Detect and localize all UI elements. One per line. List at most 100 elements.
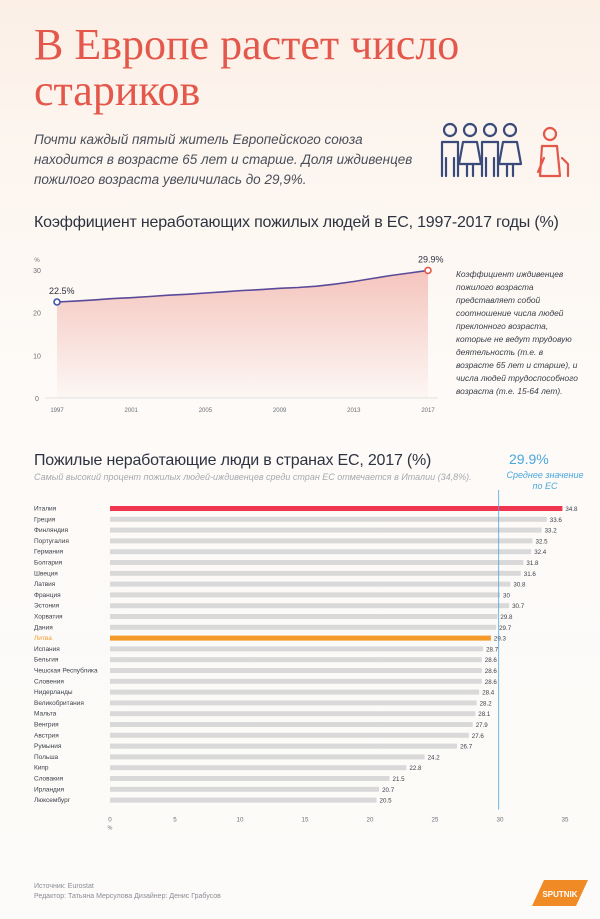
bar-category-label: Ирландия <box>34 786 64 793</box>
bar-value-label: 20.5 <box>380 798 393 805</box>
bar <box>110 700 477 706</box>
bar-category-label: Греция <box>34 516 56 523</box>
series-area <box>57 270 428 398</box>
series-line <box>56 269 429 303</box>
bar <box>110 635 491 641</box>
bar-category-label: Румыния <box>34 743 62 750</box>
bar <box>110 689 480 695</box>
bar <box>110 743 458 749</box>
bar-value-label: 26.7 <box>460 744 473 751</box>
bar-category-label: Бельгия <box>34 657 59 664</box>
x-axis-unit: % <box>108 826 113 832</box>
bar-category-label: Испания <box>34 646 60 653</box>
bar-chart-subtitle: Самый высокий процент пожилых людей-ижди… <box>34 472 472 482</box>
bar-category-label: Венгрия <box>34 722 59 729</box>
bar-value-label: 33.6 <box>550 517 563 524</box>
x-tick-label: 15 <box>302 817 309 824</box>
x-tick-label: 35 <box>562 817 569 824</box>
x-tick-label: 30 <box>497 817 504 824</box>
bar-category-label: Литва <box>34 635 52 642</box>
bar-category-label: Мальта <box>34 711 57 718</box>
bar <box>110 754 425 760</box>
bar <box>110 538 533 544</box>
bar-category-label: Польша <box>34 754 59 761</box>
bar-value-label: 28.2 <box>480 700 493 707</box>
logo-text: SPUTNIK <box>542 890 577 899</box>
bar-category-label: Австрия <box>34 732 59 739</box>
bar-value-label: 28.4 <box>482 690 495 697</box>
x-tick-label: 2005 <box>199 408 213 414</box>
bar-category-label: Болгария <box>34 560 63 567</box>
x-tick-label: 2009 <box>273 408 287 414</box>
bar-value-label: 34.8 <box>565 506 578 513</box>
bar-category-label: Великобритания <box>34 699 84 707</box>
bar <box>110 506 563 511</box>
bar-category-label: Нидерланды <box>34 689 73 696</box>
bar-value-label: 20.7 <box>382 787 395 794</box>
bar-category-label: Латвия <box>34 581 56 588</box>
line-chart: 0 10 20 30% 1997 2001 2005 2009 2013 2017 22.5% 29.… <box>33 254 443 414</box>
page-title: В Европе растет число стариков <box>34 20 460 115</box>
bar-value-label: 28.7 <box>486 646 499 653</box>
bar-value-label: 30 <box>503 592 510 599</box>
bar-category-label: Словения <box>34 678 64 685</box>
page-subtitle: Почти каждый пятый житель Европейского с… <box>34 132 413 187</box>
bar <box>110 516 547 522</box>
average-label: Среднее значение по ЕС <box>506 470 584 491</box>
bar-category-label: Кипр <box>34 765 49 772</box>
bar-chart-title: Пожилые неработающие люди в странах ЕС, … <box>34 452 432 469</box>
bar <box>110 776 390 781</box>
end-point <box>424 266 432 275</box>
bar <box>110 646 484 652</box>
y-tick-label: 20 <box>33 311 41 318</box>
y-tick-label: 30 <box>33 268 41 275</box>
bar-category-label: Люксембург <box>34 796 71 804</box>
bar-chart: Италия 34.8 Греция 33.6 Финляндия 33.2 Португа… <box>34 490 578 832</box>
bar <box>110 527 542 533</box>
x-tick-label: 20 <box>367 817 374 824</box>
x-tick-label: 10 <box>237 817 244 824</box>
bar <box>110 549 532 555</box>
bar <box>110 603 510 609</box>
bar-category-label: Португалия <box>34 538 69 545</box>
start-label: 22.5% <box>49 286 75 296</box>
bar-value-label: 27.9 <box>476 722 489 729</box>
x-tick-label: 0 <box>108 817 112 824</box>
bar-category-label: Эстония <box>34 603 60 610</box>
bar <box>110 765 407 771</box>
bar <box>110 668 482 673</box>
bar-value-label: 29.7 <box>499 625 512 632</box>
bar-value-label: 30.7 <box>512 603 525 610</box>
x-tick-label: 1997 <box>50 408 64 414</box>
bar-value-label: 31.6 <box>524 571 537 578</box>
line-chart-note: Коэффициент иждивенцев пожилого возраста… <box>456 269 578 396</box>
bar-value-label: 28.1 <box>478 711 491 718</box>
bar-value-label: 31.8 <box>526 560 539 567</box>
bar-value-label: 32.4 <box>534 549 547 556</box>
bar-value-label: 21.5 <box>393 776 406 783</box>
bar-category-label: Словакия <box>34 776 64 783</box>
bar <box>110 786 380 792</box>
bar <box>110 678 482 684</box>
y-tick-label: 0 <box>35 396 39 403</box>
bar-category-label: Хорватия <box>34 614 63 621</box>
bar-value-label: 22.8 <box>409 765 422 772</box>
y-axis-unit: % <box>34 258 40 264</box>
bar <box>110 711 476 717</box>
bar-category-label: Финляндия <box>34 527 68 534</box>
bar-category-label: Франция <box>34 592 61 599</box>
x-tick-label: 2013 <box>347 408 361 414</box>
bar-value-label: 28.6 <box>485 668 498 675</box>
people-icon <box>440 122 570 178</box>
bar-value-label: 28.6 <box>485 679 498 686</box>
bar <box>110 732 469 738</box>
bar-category-label: Германия <box>34 549 64 556</box>
bar-value-label: 27.6 <box>472 733 485 740</box>
bar <box>110 570 521 576</box>
bar-category-label: Дания <box>34 624 53 631</box>
bar-category-label: Швеция <box>34 570 58 577</box>
bar-value-label: 24.2 <box>428 754 441 761</box>
line-chart-title: Коэффициент неработающих пожилых людей в… <box>34 214 559 231</box>
y-tick-label: 10 <box>33 353 41 360</box>
credits-text: Редактор: Татьяна Мерсулова Дизайнер: Де… <box>34 893 221 900</box>
